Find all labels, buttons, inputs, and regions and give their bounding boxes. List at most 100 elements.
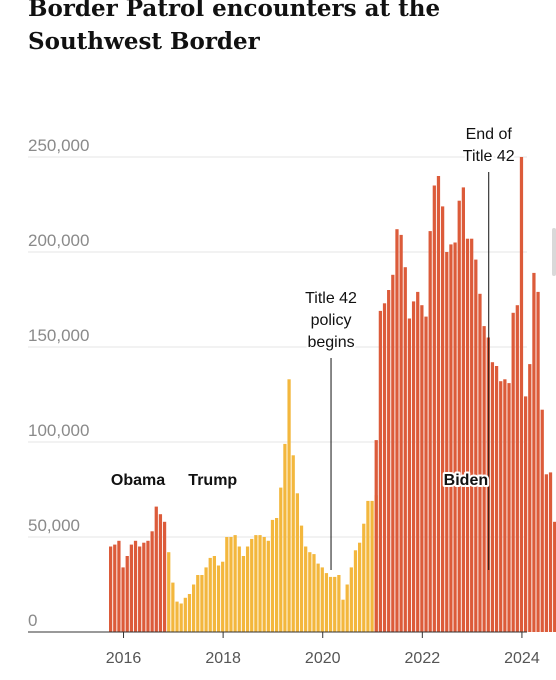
bar [187, 594, 192, 632]
bar [204, 567, 208, 632]
bar [328, 576, 333, 632]
bar [407, 318, 412, 632]
bar [200, 575, 204, 632]
bar [411, 301, 416, 632]
bar [121, 567, 125, 632]
y-tick-label: 50,000 [28, 516, 80, 535]
bar [478, 293, 482, 632]
period-label: Trump [188, 472, 237, 489]
bar [374, 440, 378, 632]
bar [270, 519, 275, 632]
bar [387, 290, 391, 632]
bar [370, 500, 374, 632]
bar [441, 206, 445, 632]
bar [229, 537, 233, 632]
bar [366, 500, 370, 632]
bar [320, 567, 324, 632]
bar [113, 544, 117, 632]
bar [316, 563, 320, 632]
bar [266, 540, 270, 632]
bar [499, 381, 503, 632]
scrollbar-thumb[interactable] [552, 228, 556, 276]
bar [179, 603, 183, 632]
x-tick-label: 2024 [504, 650, 540, 667]
bar [519, 157, 524, 632]
bar [183, 597, 187, 632]
bar [129, 544, 133, 632]
bar [279, 487, 283, 632]
bar [158, 514, 163, 632]
bar [175, 601, 179, 632]
bar [457, 200, 461, 632]
axes: 2016 2018 2020 2022 2024 [28, 631, 540, 667]
bar [221, 561, 225, 632]
bar [254, 535, 258, 632]
chart-title-line-1: Border Patrol encounters at the [28, 0, 441, 22]
bar [237, 546, 241, 632]
bar [287, 379, 291, 632]
bar [358, 542, 362, 632]
bar [432, 185, 436, 632]
x-tick-label: 2016 [106, 650, 142, 667]
bar [245, 546, 250, 632]
x-tick-label: 2020 [305, 650, 341, 667]
annotation-label: End of [466, 126, 513, 143]
y-tick-label: 100,000 [28, 421, 89, 440]
bar [196, 575, 200, 632]
y-tick-label: 150,000 [28, 326, 89, 345]
bar [225, 537, 229, 632]
bar [382, 303, 387, 632]
bar [171, 582, 175, 632]
bar [109, 546, 113, 632]
bar [283, 443, 287, 632]
bar [474, 259, 478, 632]
bar [341, 599, 345, 632]
bar [241, 556, 246, 632]
bar [507, 383, 511, 632]
period-label: Obama [111, 472, 165, 489]
bar [378, 310, 382, 632]
bar [515, 305, 519, 632]
bar [428, 231, 432, 632]
x-tick-label: 2022 [405, 650, 441, 667]
bar [436, 176, 441, 632]
bar [470, 238, 474, 632]
bar [275, 518, 279, 632]
bar [304, 546, 308, 632]
bar [216, 565, 221, 632]
bar [399, 234, 403, 632]
bar [482, 326, 486, 632]
bar [445, 252, 449, 632]
bar [146, 540, 150, 632]
bar [544, 474, 548, 632]
bar [291, 455, 295, 632]
bar [362, 523, 366, 632]
bar [528, 364, 532, 632]
bar [490, 362, 495, 632]
bar [511, 312, 515, 632]
x-tick-label: 2018 [205, 650, 241, 667]
bar [154, 506, 158, 632]
bar [150, 531, 154, 632]
bars [109, 157, 556, 632]
bar [295, 493, 299, 632]
bar [308, 552, 312, 632]
bar [424, 316, 428, 632]
bar [233, 535, 237, 632]
bar [133, 540, 138, 632]
bar [416, 291, 420, 632]
bar [262, 537, 266, 632]
bar [162, 521, 167, 632]
bar [391, 274, 395, 632]
bar [449, 244, 453, 632]
chart-title-line-2: Southwest Border [28, 28, 260, 55]
bar [553, 521, 556, 632]
bar [548, 472, 553, 632]
bar [532, 272, 536, 632]
bar [142, 542, 146, 632]
bar [312, 554, 316, 632]
bar [192, 584, 196, 632]
bar [420, 305, 424, 632]
bar [353, 550, 358, 632]
